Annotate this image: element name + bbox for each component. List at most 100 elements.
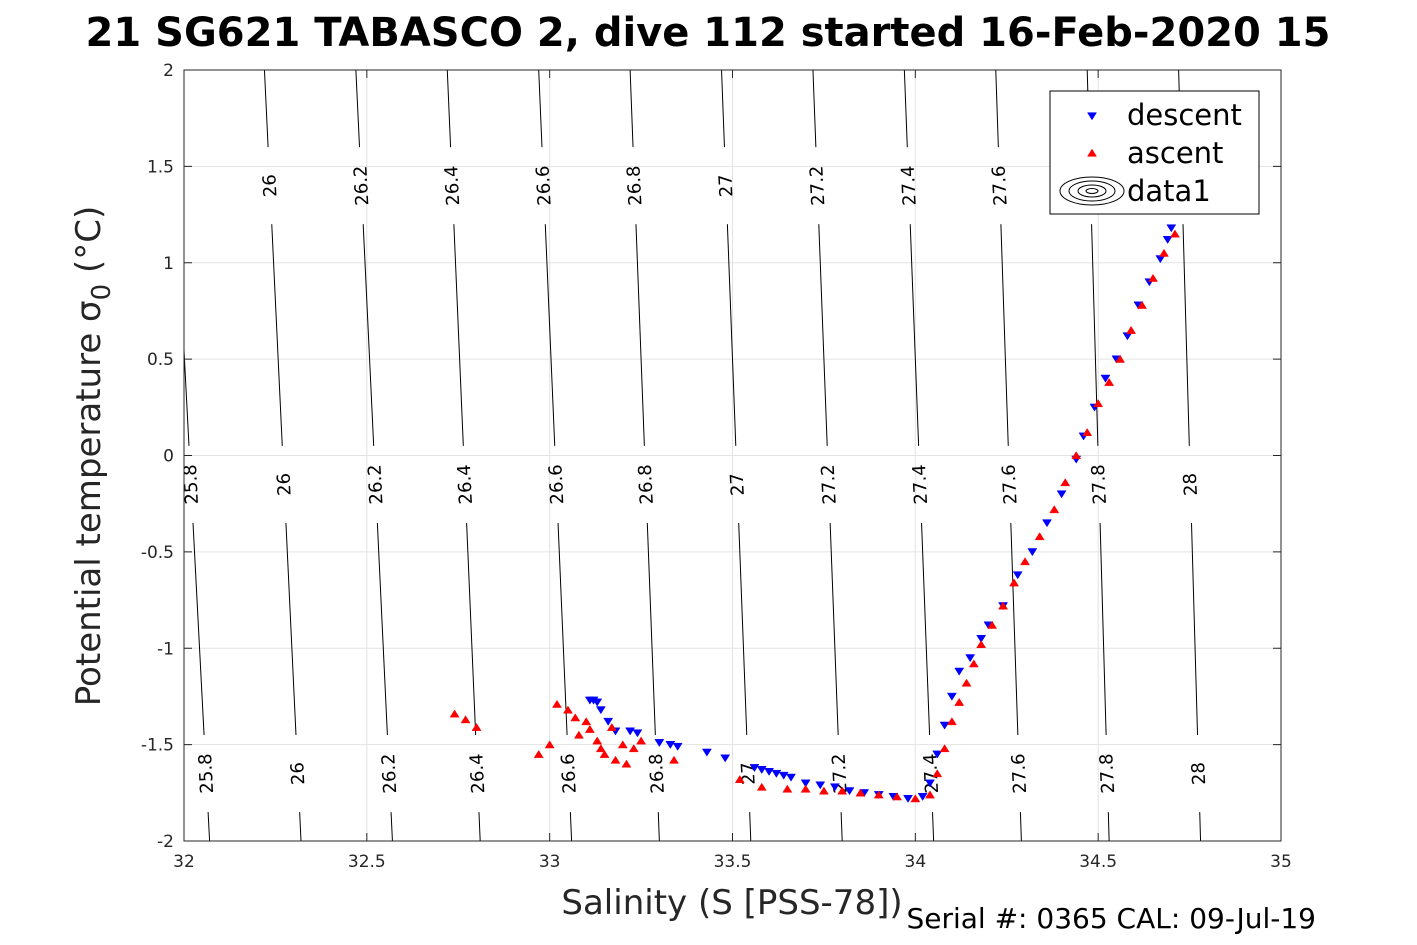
isopycnal-label: 25.8 <box>195 753 218 794</box>
descent-point <box>1162 235 1173 244</box>
isopycnal-line <box>909 224 920 446</box>
isopycnal-line <box>921 522 931 736</box>
descent-point <box>903 794 913 803</box>
ascent-point <box>800 784 811 793</box>
legend-marker-data1 <box>1059 176 1125 206</box>
y-axis-label-subscript: 0 <box>87 284 117 301</box>
isopycnal-line <box>192 522 205 736</box>
axis-ticks: 32 32.5 33 33.5 34 34.5 35 -2 -1.5 -1 -0.5 0 0.5 1 1.5… <box>141 61 1292 872</box>
isopycnal-line <box>1010 522 1019 736</box>
x-tick-label: 32 <box>173 852 195 872</box>
descent-point <box>720 754 731 763</box>
x-tick-label: 33 <box>539 852 561 872</box>
ascent-point <box>449 709 460 718</box>
ascent-point <box>1034 532 1045 541</box>
descent-point <box>632 729 643 738</box>
isopycnal-label: 27.4 <box>920 753 943 794</box>
isopycnal-line <box>453 224 464 446</box>
isopycnal-line <box>1091 224 1099 446</box>
isopycnal-line <box>544 224 556 446</box>
legend-marker-ascent-shape <box>1087 148 1097 157</box>
ascent-point <box>636 736 647 745</box>
ascent-point <box>1071 451 1082 460</box>
isopycnal-label: 27.8 <box>1088 464 1111 505</box>
descent-point <box>584 696 595 705</box>
isopycnal-line <box>1199 812 1202 841</box>
ascent-point <box>533 749 544 758</box>
isopycnal-line <box>1000 224 1009 446</box>
descent-point <box>771 769 782 778</box>
ascent-point <box>460 715 471 724</box>
ascent-point <box>552 699 562 708</box>
serial-cal-footer: Serial #: 0365 CAL: 09-Jul-19 <box>906 902 1316 935</box>
ascent-point <box>628 744 639 753</box>
isopycnal-label: 25.8 <box>180 464 203 505</box>
isopycnal-label: 26.8 <box>635 464 658 505</box>
descent-point <box>844 787 855 796</box>
ascent-point <box>669 755 679 764</box>
isopycnal-line <box>1019 812 1022 841</box>
isopycnal-label: 27 <box>727 472 749 496</box>
descent-point <box>778 771 789 780</box>
ascent-point <box>873 790 884 799</box>
ascent-point <box>1060 478 1071 487</box>
ascent-point <box>606 722 617 731</box>
descent-point <box>764 767 775 776</box>
isopycnal-label: 27.6 <box>1008 753 1031 794</box>
isopycnal-line <box>376 522 388 736</box>
y-tick-label: 0.5 <box>147 350 174 370</box>
y-tick-label: 0 <box>163 447 174 467</box>
ascent-point <box>573 730 584 739</box>
isopycnal-line <box>538 70 543 148</box>
legend-label-ascent: ascent <box>1127 136 1223 170</box>
x-tick-label: 34 <box>905 852 927 872</box>
isopycnal-line <box>829 522 839 736</box>
ascent-point <box>932 769 943 778</box>
isopycnal-line <box>263 70 269 148</box>
isopycnal-label: 27.2 <box>818 464 841 505</box>
y-axis-label-symbol: σ <box>69 300 109 322</box>
descent-point <box>665 741 676 749</box>
isopycnal-line <box>271 224 283 446</box>
descent-point <box>625 727 636 736</box>
ascent-point <box>818 786 829 795</box>
descent-point <box>756 766 767 774</box>
isopycnal-line <box>721 70 725 148</box>
isopycnal-line <box>726 224 737 446</box>
y-tick-label: -2 <box>157 832 174 852</box>
isopycnal-label: 26.8 <box>646 753 669 794</box>
ascent-point <box>954 697 965 706</box>
x-axis-label: Salinity (S [PSS-78]) <box>561 883 902 923</box>
isopycnal-line <box>657 812 660 841</box>
isopycnal-label: 25.8 <box>164 165 187 206</box>
isopycnal-line <box>557 522 568 736</box>
isopycnal-label: 27.4 <box>898 165 921 206</box>
descent-point <box>917 793 928 801</box>
ascent-point <box>544 740 555 749</box>
descent-point <box>595 706 606 715</box>
descent-point <box>800 779 811 788</box>
legend: descent ascent data1 <box>1049 90 1260 215</box>
isopycnal-line <box>184 340 190 446</box>
isopycnal-line <box>569 812 573 841</box>
chart-title: 21 SG621 TABASCO 2, dive 112 started 16-… <box>86 10 1331 56</box>
descent-point <box>1042 519 1052 528</box>
ascent-point <box>1049 505 1060 514</box>
isopycnal-line <box>840 812 843 841</box>
ascent-point <box>961 678 972 687</box>
ascent-point <box>595 744 606 753</box>
isopycnal-line <box>749 812 752 841</box>
descent-point <box>976 634 987 643</box>
ascent-point <box>1093 399 1104 408</box>
isopycnal-line <box>1191 522 1199 736</box>
ascent-point <box>599 749 610 758</box>
ascent-point <box>892 792 903 801</box>
isopycnal-line <box>738 522 748 736</box>
descent-point <box>603 717 614 726</box>
ascent-point <box>1148 273 1158 282</box>
isopycnal-line <box>1107 812 1110 841</box>
isopycnal-label: 28 <box>1180 472 1202 496</box>
ascent-point <box>968 659 979 668</box>
isopycnal-line <box>299 812 302 841</box>
